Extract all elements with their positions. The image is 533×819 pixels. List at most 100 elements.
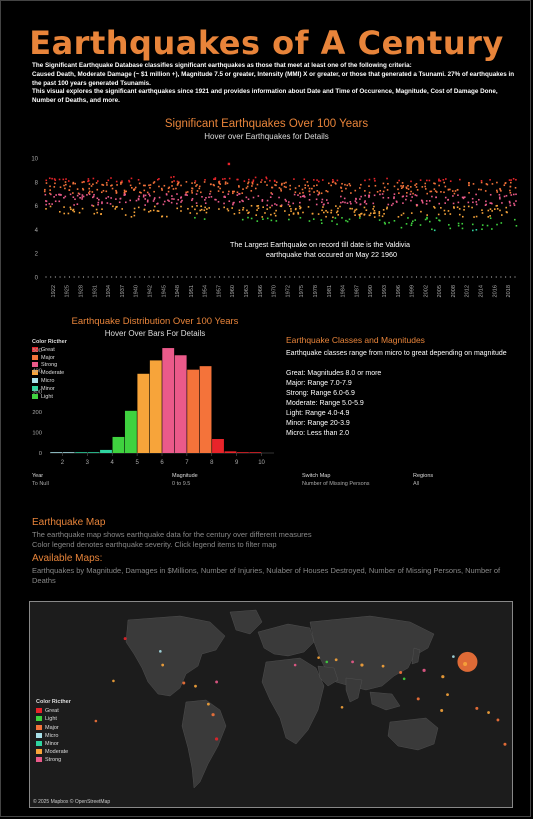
map-point[interactable]	[441, 675, 445, 679]
timeline-point[interactable]	[437, 213, 440, 216]
timeline-point[interactable]	[368, 196, 370, 198]
timeline-point[interactable]	[97, 203, 99, 206]
timeline-point[interactable]	[171, 181, 173, 183]
timeline-point[interactable]	[92, 177, 95, 180]
timeline-point[interactable]	[81, 194, 84, 196]
timeline-point[interactable]	[284, 198, 287, 201]
timeline-point[interactable]	[480, 179, 483, 182]
timeline-point[interactable]	[54, 179, 57, 181]
timeline-point[interactable]	[330, 211, 332, 214]
timeline-point[interactable]	[105, 182, 108, 184]
timeline-point[interactable]	[359, 213, 362, 215]
timeline-point[interactable]	[233, 213, 236, 215]
timeline-point[interactable]	[509, 201, 511, 204]
timeline-point[interactable]	[461, 227, 464, 230]
timeline-point[interactable]	[166, 215, 168, 218]
timeline-point[interactable]	[285, 200, 287, 202]
timeline-point[interactable]	[158, 196, 161, 199]
timeline-point[interactable]	[124, 191, 126, 193]
timeline-point[interactable]	[252, 180, 255, 183]
timeline-point[interactable]	[415, 203, 418, 206]
histogram-bar[interactable]	[112, 436, 125, 453]
timeline-point[interactable]	[461, 215, 464, 218]
timeline-point[interactable]	[82, 187, 84, 190]
timeline-point[interactable]	[372, 212, 375, 215]
timeline-point[interactable]	[364, 276, 366, 278]
timeline-point[interactable]	[206, 208, 208, 210]
map-point[interactable]	[334, 658, 338, 662]
timeline-point[interactable]	[294, 191, 297, 194]
timeline-point[interactable]	[64, 181, 67, 183]
histogram-bar[interactable]	[124, 410, 137, 453]
timeline-point[interactable]	[237, 178, 239, 181]
timeline-point[interactable]	[433, 207, 436, 209]
map-point[interactable]	[351, 660, 354, 664]
timeline-point[interactable]	[384, 223, 386, 225]
timeline-point[interactable]	[364, 179, 366, 182]
timeline-point[interactable]	[271, 204, 273, 207]
timeline-point[interactable]	[98, 198, 100, 201]
timeline-point[interactable]	[301, 188, 304, 191]
timeline-point[interactable]	[116, 205, 118, 208]
timeline-point[interactable]	[177, 181, 180, 184]
timeline-point[interactable]	[285, 186, 287, 189]
timeline-point[interactable]	[266, 199, 269, 202]
timeline-point[interactable]	[498, 196, 501, 199]
timeline-point[interactable]	[439, 180, 442, 182]
timeline-point[interactable]	[424, 185, 426, 188]
timeline-point[interactable]	[204, 202, 207, 204]
timeline-point[interactable]	[72, 196, 75, 198]
filter-value[interactable]: All	[413, 481, 420, 487]
timeline-point[interactable]	[186, 191, 189, 193]
timeline-point[interactable]	[372, 202, 375, 205]
timeline-point[interactable]	[350, 202, 352, 205]
timeline-point[interactable]	[298, 185, 300, 187]
timeline-point[interactable]	[311, 187, 313, 190]
timeline-point[interactable]	[242, 200, 244, 203]
timeline-point[interactable]	[265, 177, 268, 180]
timeline-point[interactable]	[90, 185, 93, 187]
timeline-point[interactable]	[419, 224, 422, 226]
timeline-point[interactable]	[307, 184, 309, 187]
timeline-point[interactable]	[350, 192, 352, 194]
map-point[interactable]	[496, 718, 500, 722]
timeline-point[interactable]	[176, 193, 178, 195]
timeline-point[interactable]	[505, 194, 508, 197]
timeline-point[interactable]	[223, 206, 225, 209]
filter-regions[interactable]: Regions All	[413, 472, 433, 488]
timeline-point[interactable]	[472, 229, 474, 232]
timeline-point[interactable]	[295, 207, 297, 210]
earthquake-map[interactable]: Color Ricther Great Light Major Micro Minor M…	[29, 601, 513, 808]
timeline-point[interactable]	[67, 212, 70, 215]
timeline-point[interactable]	[414, 219, 417, 221]
timeline-point[interactable]	[228, 177, 231, 180]
timeline-point[interactable]	[498, 193, 501, 196]
timeline-point[interactable]	[421, 186, 424, 188]
timeline-point[interactable]	[111, 187, 114, 190]
timeline-point[interactable]	[435, 196, 437, 199]
map-legend-item-light[interactable]: Light	[36, 715, 71, 723]
timeline-point[interactable]	[344, 183, 346, 186]
map-point[interactable]	[360, 663, 364, 667]
timeline-point[interactable]	[407, 188, 410, 190]
timeline-point[interactable]	[45, 203, 47, 206]
timeline-point[interactable]	[195, 276, 197, 278]
timeline-point[interactable]	[355, 197, 357, 200]
timeline-point[interactable]	[458, 213, 461, 216]
timeline-point[interactable]	[261, 199, 264, 201]
timeline-point[interactable]	[509, 276, 511, 278]
timeline-point[interactable]	[115, 206, 117, 208]
timeline-point[interactable]	[232, 192, 234, 195]
timeline-point[interactable]	[514, 218, 516, 221]
timeline-point[interactable]	[368, 191, 371, 194]
timeline-point[interactable]	[261, 216, 264, 218]
timeline-point[interactable]	[346, 220, 349, 223]
timeline-point[interactable]	[369, 276, 371, 278]
timeline-point[interactable]	[503, 195, 506, 198]
timeline-point[interactable]	[49, 192, 51, 195]
timeline-point[interactable]	[336, 179, 339, 182]
timeline-point[interactable]	[438, 178, 440, 181]
timeline-point[interactable]	[217, 190, 220, 192]
timeline-point[interactable]	[156, 178, 159, 181]
timeline-point[interactable]	[500, 276, 502, 278]
